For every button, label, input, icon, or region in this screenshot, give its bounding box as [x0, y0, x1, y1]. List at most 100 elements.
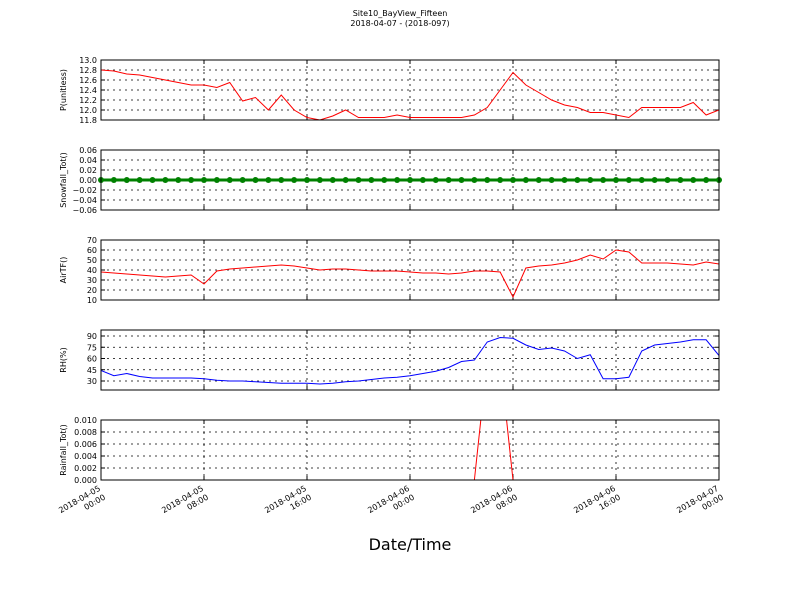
data-point	[690, 177, 697, 183]
x-tick-label: 2018-04-0616:00	[572, 484, 622, 524]
x-tick-label: 2018-04-0508:00	[160, 484, 210, 524]
y-axis-label: Rainfall_Tot()	[59, 424, 68, 476]
data-line	[101, 336, 719, 385]
data-point	[458, 177, 465, 183]
data-point	[651, 177, 658, 183]
y-axis-label: AirTF()	[59, 257, 68, 284]
plot-frame	[100, 59, 720, 121]
data-point	[239, 177, 246, 183]
data-point	[110, 177, 117, 183]
y-tick-label: 50	[87, 256, 97, 265]
plot-frame	[100, 239, 720, 301]
y-axis-label: Snowfall_Tot()	[59, 152, 68, 208]
data-point	[123, 177, 130, 183]
y-tick-label: 30	[87, 377, 97, 386]
data-point	[600, 177, 607, 183]
data-point	[188, 177, 195, 183]
y-tick-label: −0.02	[72, 186, 97, 195]
data-point	[703, 177, 710, 183]
data-point	[162, 177, 169, 183]
data-point	[561, 177, 568, 183]
x-tick-label: 2018-04-0600:00	[366, 484, 416, 524]
data-point	[394, 177, 401, 183]
data-point	[407, 177, 413, 183]
data-point	[278, 177, 285, 183]
data-point	[522, 177, 529, 183]
chart-subtitle: 2018-04-07 - (2018-097)	[350, 19, 449, 28]
plot-frame	[100, 149, 720, 211]
data-point	[265, 177, 272, 183]
x-tick-label: 2018-04-0608:00	[469, 484, 519, 524]
y-tick-label: 60	[87, 355, 97, 364]
y-tick-label: 45	[87, 366, 97, 375]
data-line	[101, 249, 719, 299]
y-tick-label: 0.00	[79, 176, 97, 185]
y-tick-label: 70	[87, 236, 97, 245]
data-point	[432, 177, 439, 183]
data-point	[574, 177, 581, 183]
data-point	[136, 177, 143, 183]
data-point	[291, 177, 298, 183]
data-point	[252, 177, 259, 183]
data-point	[381, 177, 388, 183]
data-point	[613, 177, 619, 183]
y-tick-label: 12.4	[79, 86, 97, 95]
data-point	[445, 177, 452, 183]
y-tick-label: 0.006	[74, 440, 97, 449]
data-point	[471, 177, 478, 183]
y-axis-label: P(unitless)	[59, 69, 68, 111]
y-tick-label: 20	[87, 286, 97, 295]
y-tick-label: −0.06	[72, 206, 97, 215]
y-tick-label: 0.002	[74, 464, 97, 473]
y-axis-label: RH(%)	[59, 347, 68, 372]
y-tick-label: 12.6	[79, 76, 97, 85]
y-tick-label: 13.0	[79, 56, 97, 65]
data-point	[304, 177, 310, 183]
data-line	[101, 69, 719, 120]
data-point	[497, 177, 504, 183]
plot-frame	[100, 419, 720, 481]
x-tick-label: 2018-04-0516:00	[263, 484, 313, 524]
x-axis-label: Date/Time	[369, 535, 452, 554]
plot-frame	[100, 329, 720, 391]
x-tick-label: 2018-04-0500:00	[57, 484, 107, 524]
y-tick-label: 60	[87, 246, 97, 255]
data-point	[677, 177, 684, 183]
x-tick-label: 2018-04-0700:00	[675, 484, 725, 524]
y-tick-label: 12.2	[79, 96, 97, 105]
y-tick-label: 11.8	[79, 116, 97, 125]
data-point	[535, 177, 542, 183]
data-point	[226, 177, 233, 183]
y-tick-label: 40	[87, 266, 97, 275]
data-point	[368, 177, 375, 183]
y-tick-label: 0.000	[74, 476, 97, 485]
y-tick-label: 90	[87, 332, 97, 341]
y-tick-label: 12.8	[79, 66, 97, 75]
y-tick-label: 75	[87, 343, 97, 352]
y-tick-label: 10	[87, 296, 97, 305]
data-point	[638, 177, 645, 183]
y-tick-label: 0.04	[79, 156, 97, 165]
data-point	[355, 177, 362, 183]
y-tick-label: 0.010	[74, 416, 97, 425]
data-point	[484, 177, 491, 183]
data-point	[419, 177, 426, 183]
data-point	[664, 177, 671, 183]
data-point	[587, 177, 594, 183]
data-point	[625, 177, 632, 183]
y-tick-label: 0.004	[74, 452, 97, 461]
data-point	[316, 177, 323, 183]
data-point	[342, 177, 349, 183]
data-point	[213, 177, 220, 183]
data-point	[548, 177, 555, 183]
y-tick-label: 0.06	[79, 146, 97, 155]
y-tick-label: 30	[87, 276, 97, 285]
data-point	[329, 177, 336, 183]
chart-title: Site10_BayView_Fifteen	[353, 9, 448, 18]
y-tick-label: 0.02	[79, 166, 97, 175]
data-point	[175, 177, 182, 183]
data-point	[149, 177, 156, 183]
y-tick-label: −0.04	[72, 196, 97, 205]
y-tick-label: 12.0	[79, 106, 97, 115]
